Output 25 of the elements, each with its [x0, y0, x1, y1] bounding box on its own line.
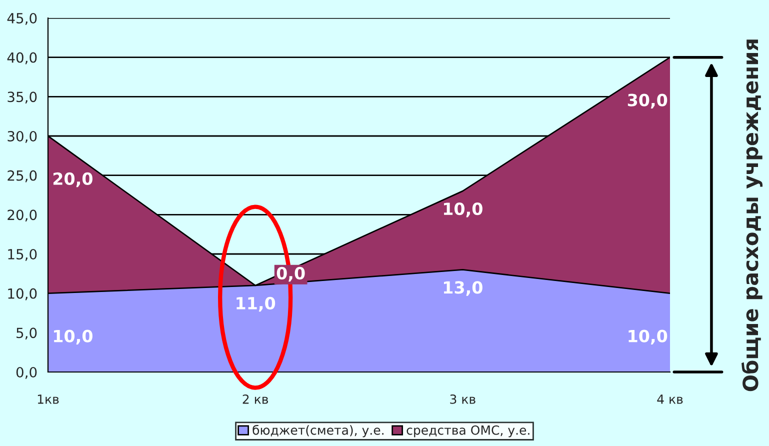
data-label: 20,0: [53, 172, 92, 188]
x-tick-label: 2 кв: [242, 394, 268, 404]
y-tick-label: 40,0: [7, 52, 37, 64]
data-label: 30,0: [628, 94, 668, 108]
data-label: 10,0: [54, 330, 92, 344]
x-tick-label: 4 кв: [657, 394, 683, 404]
x-tick-label: 3 кв: [450, 394, 476, 404]
legend-label: средства ОМС, у.е.: [406, 425, 530, 438]
legend-label: бюджет(смета), у.е.: [252, 424, 384, 438]
data-label: 0,0: [276, 266, 305, 282]
y-tick-label: 20,0: [8, 210, 37, 222]
y-tick-label: 25,0: [8, 170, 37, 182]
y-tick-label: 5,0: [16, 328, 37, 340]
y-tick-label: 0,0: [16, 366, 37, 379]
text: Общие расходы учреждения: [741, 40, 763, 392]
data-label: 11,0: [236, 296, 276, 312]
data-label: 13,0: [444, 281, 482, 296]
x-tick-label: 1кв: [38, 394, 59, 404]
data-label: 10,0: [628, 330, 668, 344]
y-tick-label: 15,0: [8, 248, 37, 261]
y-tick-label: 45,0: [7, 12, 37, 25]
y-tick-label: 30,0: [8, 130, 37, 143]
y-tick-label: 10,0: [8, 288, 37, 300]
data-label: 10,0: [444, 202, 482, 218]
y-tick-label: 35,0: [8, 92, 37, 104]
